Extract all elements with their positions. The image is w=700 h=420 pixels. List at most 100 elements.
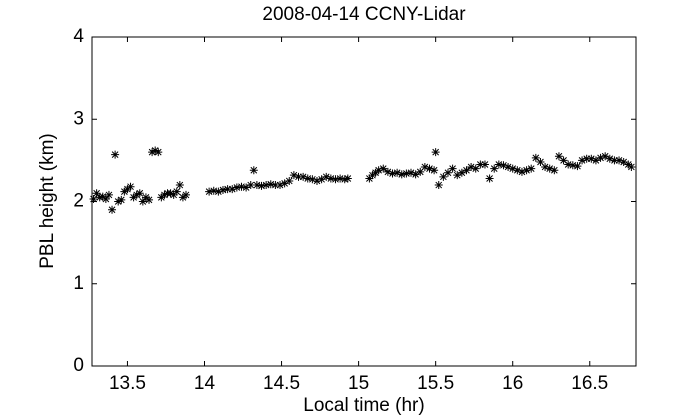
marker (411, 170, 420, 179)
marker (430, 166, 439, 175)
marker (182, 190, 191, 199)
marker (388, 169, 397, 178)
marker (374, 166, 383, 175)
marker (242, 183, 251, 192)
marker (471, 164, 480, 173)
marker (619, 158, 628, 167)
marker (407, 168, 416, 177)
marker (209, 186, 218, 195)
marker (101, 195, 110, 204)
marker (439, 172, 448, 181)
marker (95, 193, 104, 202)
marker (114, 197, 123, 206)
marker (108, 205, 117, 214)
marker (285, 176, 294, 185)
plot-frame (91, 36, 637, 367)
x-tick-label: 14.5 (263, 373, 300, 394)
marker (527, 164, 536, 173)
marker (205, 187, 214, 196)
marker (627, 162, 636, 171)
marker (453, 171, 462, 180)
marker (326, 174, 335, 183)
marker (610, 156, 619, 165)
marker (480, 160, 489, 169)
marker (531, 153, 540, 162)
marker (223, 185, 232, 194)
marker (249, 166, 258, 175)
marker (336, 174, 345, 183)
marker (383, 167, 392, 176)
marker (289, 171, 298, 180)
y-tick-label: 3 (73, 108, 84, 129)
marker (434, 181, 443, 190)
marker (257, 181, 266, 190)
marker (397, 170, 406, 179)
marker (513, 166, 522, 175)
marker (172, 187, 181, 196)
marker (154, 148, 163, 157)
marker (151, 146, 160, 155)
marker (117, 195, 126, 204)
marker (280, 179, 289, 188)
x-tick-label: 16.5 (571, 373, 608, 394)
marker (615, 156, 624, 165)
marker (252, 181, 261, 190)
marker (596, 153, 605, 162)
marker (573, 162, 582, 171)
marker (299, 172, 308, 181)
marker (317, 175, 326, 184)
marker (485, 174, 494, 183)
marker (135, 189, 144, 198)
marker (522, 166, 531, 175)
marker (559, 156, 568, 165)
marker (232, 183, 241, 192)
y-axis-label: PBL height (km) (37, 133, 58, 269)
y-tick-label: 4 (73, 26, 84, 47)
marker (132, 190, 141, 199)
marker (582, 154, 591, 163)
marker (554, 152, 563, 161)
marker (343, 174, 352, 183)
marker (494, 160, 503, 169)
marker (340, 175, 349, 184)
marker (89, 195, 98, 204)
marker (536, 158, 545, 167)
marker (379, 164, 388, 173)
marker (550, 166, 559, 175)
marker (541, 162, 550, 171)
marker (587, 154, 596, 163)
marker (126, 182, 135, 191)
marker (246, 181, 255, 190)
marker (228, 185, 237, 194)
y-tick-label: 0 (73, 355, 84, 376)
marker (416, 167, 425, 176)
x-tick-label: 15.5 (417, 373, 454, 394)
marker (568, 161, 577, 170)
x-tick-label: 14 (194, 373, 216, 394)
marker (601, 152, 610, 161)
marker (591, 156, 600, 165)
marker (218, 185, 227, 194)
marker (605, 154, 614, 163)
x-tick-label: 15 (348, 373, 369, 394)
marker (393, 168, 402, 177)
marker (443, 168, 452, 177)
marker (276, 181, 285, 190)
marker (294, 172, 303, 181)
chart-title: 2008-04-14 CCNY-Lidar (262, 4, 466, 25)
y-tick-label: 2 (73, 191, 84, 212)
marker (237, 182, 246, 191)
marker (517, 167, 526, 176)
marker (578, 156, 587, 165)
marker (92, 189, 101, 198)
marker (138, 197, 147, 206)
marker (476, 160, 485, 169)
x-axis-label: Local time (hr) (303, 395, 424, 416)
marker (111, 150, 120, 159)
marker (462, 166, 471, 175)
marker (322, 172, 331, 181)
marker (160, 190, 169, 199)
y-tick-label: 1 (73, 273, 84, 294)
marker (145, 195, 154, 204)
